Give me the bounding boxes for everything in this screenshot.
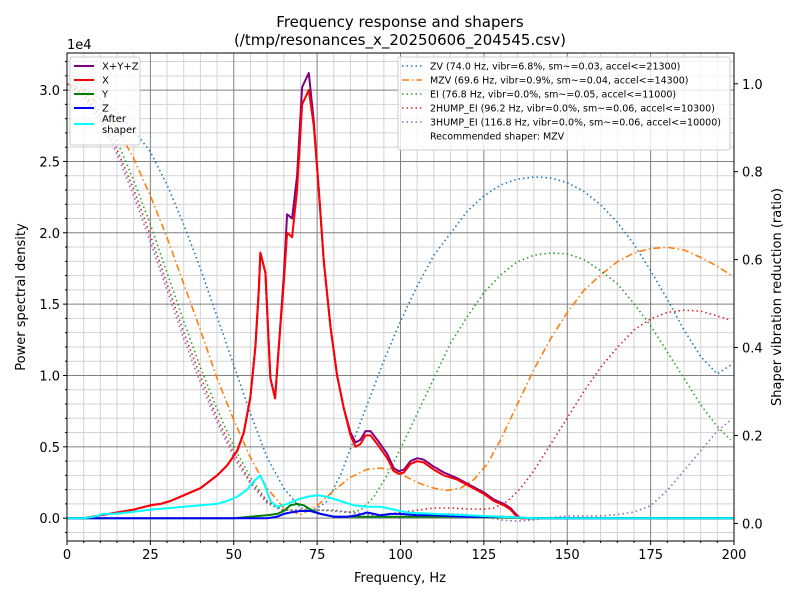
x-tick-label: 200: [722, 548, 747, 563]
chart-subtitle: (/tmp/resonances_x_20250606_204545.csv): [234, 31, 566, 50]
y-tick-label: 0.5: [39, 441, 60, 456]
shaper-line-ei: [67, 83, 732, 514]
y2-tick-label: 0.0: [742, 517, 763, 532]
shaper-line-2hump-ei: [67, 83, 731, 516]
x-tick-label: 50: [225, 548, 242, 563]
x-tick-label: 175: [638, 548, 663, 563]
shaper-line-zv: [67, 83, 732, 511]
legend-label: X+Y+Z: [102, 62, 139, 73]
y-tick-label: 1.0: [39, 369, 60, 384]
y-tick-label: 2.5: [39, 155, 60, 170]
y-axis-label: Power spectral density: [14, 223, 29, 371]
legend-label: ZV (74.0 Hz, vibr=6.8%, sm~=0.03, accel<…: [430, 62, 680, 73]
legend-label: X: [102, 76, 109, 87]
y2-tick-label: 0.8: [742, 166, 763, 181]
y2-tick-label: 0.6: [742, 254, 763, 269]
y-tick-label: 2.0: [39, 227, 60, 242]
shaper-series-group: [67, 83, 732, 522]
y2-axis-label: Shaper vibration reduction (ratio): [770, 188, 785, 406]
x-tick-label: 75: [309, 548, 326, 563]
y2-tick-label: 0.4: [742, 342, 763, 357]
y-tick-label: 0.0: [39, 512, 60, 527]
x-tick-label: 25: [142, 548, 159, 563]
y2-tick-label: 1.0: [742, 78, 763, 93]
legend-label: MZV (69.6 Hz, vibr=0.9%, sm~=0.04, accel…: [430, 76, 689, 87]
legend-label: EI (76.8 Hz, vibr=0.0%, sm~=0.05, accel<…: [430, 90, 676, 101]
legend-label: Y: [101, 90, 109, 101]
psd-line-z: [67, 510, 734, 520]
psd-line-after: [67, 474, 734, 520]
shaper-line-mzv: [67, 83, 732, 516]
x-tick-label: 0: [63, 548, 71, 563]
x-tick-label: 100: [388, 548, 413, 563]
x-tick-label: 125: [471, 548, 496, 563]
legend-right-box: [397, 56, 731, 151]
legend-label: 2HUMP_EI (96.2 Hz, vibr=0.0%, sm~=0.06, …: [430, 104, 715, 115]
chart-title: Frequency response and shapers: [276, 13, 524, 31]
shaper-line-3hump-ei: [67, 83, 732, 522]
y-tick-label: 1.5: [39, 298, 60, 313]
legend-right: ZV (74.0 Hz, vibr=6.8%, sm~=0.03, accel<…: [397, 56, 731, 151]
legend-label: After: [102, 114, 127, 125]
psd-series-group: [67, 72, 734, 520]
y2-tick-label: 0.2: [742, 429, 763, 444]
ticks: 0 25 50 75 100 125 150 175 200 0.0 0.5 1.0 1.5 2.0 2.5…: [39, 61, 763, 563]
psd-line-x: [67, 89, 734, 520]
legend-label: 3HUMP_EI (116.8 Hz, vibr=0.0%, sm~=0.06,…: [430, 118, 721, 129]
legend-label: shaper: [102, 125, 137, 136]
recommended-shaper-label: Recommended shaper: MZV: [430, 132, 565, 143]
x-axis-label: Frequency, Hz: [354, 571, 446, 586]
legend-label: Z: [102, 104, 109, 115]
y-offset-label: 1e4: [67, 38, 92, 53]
x-tick-label: 150: [555, 548, 580, 563]
y-tick-label: 3.0: [39, 84, 60, 99]
